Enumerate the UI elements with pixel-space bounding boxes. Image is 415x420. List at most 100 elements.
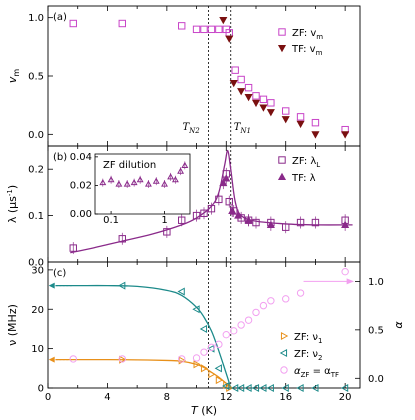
panel-c-alpha-arrowhead xyxy=(346,278,355,285)
x-tick-label: 12 xyxy=(220,392,233,403)
panel-c-ytick-label: 30 xyxy=(31,265,44,276)
panel-a-point xyxy=(281,116,290,124)
panel-c-point xyxy=(267,297,275,305)
legend-c-nu2-marker xyxy=(279,348,288,358)
legend-a-tf-marker xyxy=(277,44,287,53)
panel-c-point xyxy=(259,301,268,310)
legend-c-nu2: ZF: ν2 xyxy=(294,349,322,362)
panel-a-point xyxy=(251,99,261,108)
panel-c-point xyxy=(193,360,201,369)
inset-title: ZF dilution xyxy=(103,160,156,171)
panel-c-point xyxy=(266,383,274,393)
panel-b-point xyxy=(163,228,171,236)
panel-c-point xyxy=(200,348,208,356)
inset-point xyxy=(107,176,115,183)
panel-c-point xyxy=(311,383,319,393)
panel-c-point xyxy=(178,355,186,363)
panel-c-ytick-label: 10 xyxy=(31,344,44,355)
panel-a-point xyxy=(200,25,208,34)
panel-c-point xyxy=(214,364,222,373)
panel-a-point xyxy=(207,25,216,34)
panel-a-point xyxy=(178,22,186,30)
panel-c-arrowhead xyxy=(48,356,55,363)
panel-a-point xyxy=(341,131,350,139)
panel-c-point xyxy=(259,383,267,393)
panel-c-point xyxy=(222,330,230,339)
panel-b-point xyxy=(282,223,290,231)
panel-b-ylabel: λ (μs-1) xyxy=(6,185,19,223)
panel-c-point xyxy=(118,355,126,363)
inset-point xyxy=(167,173,175,180)
panel-b-point xyxy=(118,235,126,243)
panel-a-point xyxy=(259,95,268,104)
annotation-tn2: TN2 xyxy=(182,122,200,135)
panel-a-point xyxy=(296,120,305,129)
panel-b-point xyxy=(341,220,350,228)
panel-b-point xyxy=(228,206,237,215)
inset-point xyxy=(136,176,144,183)
panel-a-label: (a) xyxy=(53,12,67,23)
x-tick-label: 16 xyxy=(279,392,292,403)
panel-c-ytick-label-right: 0.5 xyxy=(368,325,384,336)
panel-b-point xyxy=(296,218,305,227)
legend-c-alpha: αZF = αTF xyxy=(294,366,339,379)
panel-c-fit-line xyxy=(55,358,232,389)
inset-ytick-label: 0.04 xyxy=(70,152,92,163)
panel-c-point xyxy=(341,267,349,276)
x-tick-label: 20 xyxy=(339,392,352,403)
panel-b-point xyxy=(69,244,77,252)
panel-a-point xyxy=(266,109,275,117)
panel-b-point xyxy=(234,211,243,219)
legend-a-zf: ZF: vm xyxy=(292,28,323,41)
inset-xtick-label: 0.1 xyxy=(103,215,119,226)
x-tick-label: 0 xyxy=(45,392,51,403)
panel-a-point xyxy=(244,83,253,92)
inset-point xyxy=(130,178,138,186)
panel-a-point xyxy=(69,19,77,28)
inset-point xyxy=(181,161,189,169)
panel-a-point xyxy=(311,118,320,127)
legend-b-zf: ZF: λL xyxy=(292,156,320,169)
panel-b-ytick-label: 0.2 xyxy=(28,165,44,176)
panel-c-point xyxy=(215,340,223,349)
inset-xtick-label: 1 xyxy=(161,215,167,226)
panel-c-frame xyxy=(47,261,361,389)
inset-ytick-label: 0.00 xyxy=(70,209,92,220)
panel-c-point xyxy=(69,355,77,363)
panel-c-label: (c) xyxy=(53,268,66,279)
panel-c-point xyxy=(252,308,260,317)
panel-a: 0.0 0.5 1.0 (a) TN2 TN1 vm ZF: vm TF: vm xyxy=(6,5,361,147)
panel-a-point xyxy=(282,107,290,115)
panel-a-point xyxy=(225,35,234,43)
panel-c-point xyxy=(296,289,305,297)
panel-b-ytick-label: 0.1 xyxy=(28,211,44,222)
legend-b-zf-marker xyxy=(278,156,286,164)
panel-c-point xyxy=(230,327,238,335)
panel-c-point xyxy=(281,383,289,393)
inset-point xyxy=(123,180,131,187)
panel-a-point xyxy=(237,88,246,96)
panel-b-point xyxy=(178,216,186,224)
panel-c-point xyxy=(251,383,260,393)
panel-b-point xyxy=(266,220,275,228)
x-tick-label: 8 xyxy=(164,392,170,403)
panel-c-point xyxy=(200,364,209,373)
panel-c-point xyxy=(119,355,127,364)
panel-b-point xyxy=(244,216,253,224)
panel-c-arrowhead xyxy=(48,282,55,289)
panel-c-point xyxy=(192,354,201,362)
panel-c-ylabel-right: α xyxy=(392,321,405,329)
panel-a-point xyxy=(118,19,126,28)
inset-point xyxy=(171,176,179,183)
panel-c-ytick-label-right: 0.0 xyxy=(368,374,384,385)
inset-point xyxy=(161,180,168,187)
panel-a-point xyxy=(296,113,305,121)
panel-a-point xyxy=(231,66,239,74)
panel-b-point xyxy=(200,209,208,217)
panel-b-point xyxy=(219,178,228,187)
x-axis-title: T (K) xyxy=(191,404,217,417)
panel-b-point xyxy=(215,195,223,204)
panel-b-point xyxy=(252,218,260,227)
annotation-tn1: TN1 xyxy=(234,122,251,135)
